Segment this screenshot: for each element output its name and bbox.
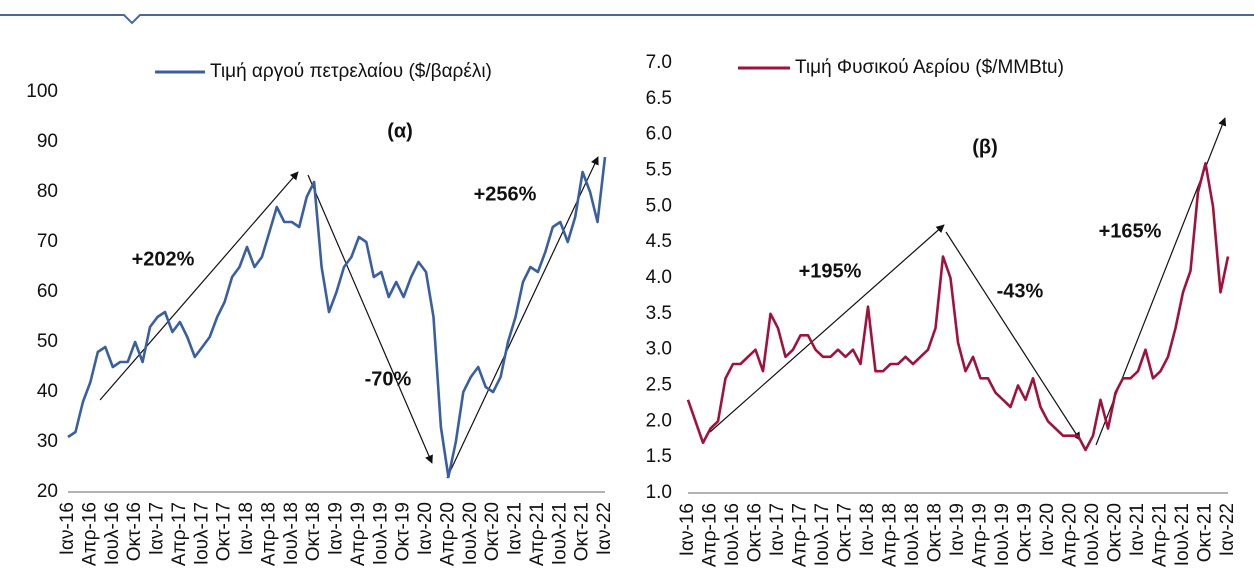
x-tick-label: Ιουλ-18 — [902, 503, 923, 566]
x-tick-label: Απρ-16 — [79, 502, 100, 566]
x-tick-label: Οκτ-21 — [1195, 503, 1216, 562]
x-tick-label: Ιαν-16 — [677, 503, 698, 556]
y-tick-label: 4.0 — [646, 267, 672, 288]
y-tick-label: 5.5 — [646, 160, 672, 181]
x-tick-label: Απρ-20 — [1060, 503, 1081, 567]
x-tick-label: Απρ-18 — [258, 502, 279, 566]
x-tick-label: Οκτ-17 — [214, 502, 235, 561]
x-tick-label: Απρ-16 — [700, 503, 721, 567]
x-tick-label: Ιαν-17 — [767, 503, 788, 556]
x-tick-label: Οκτ-16 — [124, 502, 145, 561]
y-tick-label: 90 — [37, 131, 58, 152]
x-tick-label: Ιαν-20 — [415, 502, 436, 555]
y-tick-label: 100 — [26, 81, 58, 102]
x-tick-label: Ιαν-22 — [594, 502, 615, 555]
x-tick-label: Ιουλ-19 — [370, 502, 391, 565]
x-tick-label: Ιουλ-16 — [102, 502, 123, 565]
x-tick-label: Απρ-20 — [437, 502, 458, 566]
y-tick-label: 6.5 — [646, 88, 672, 109]
x-tick-label: Ιουλ-16 — [722, 503, 743, 566]
y-tick-label: 4.5 — [646, 231, 672, 252]
x-tick-label: Ιουλ-21 — [1172, 503, 1193, 566]
x-tick-label: Απρ-19 — [970, 503, 991, 567]
x-tick-label: Απρ-21 — [1150, 503, 1171, 567]
arrow — [945, 231, 1081, 441]
x-tick-label: Απρ-19 — [348, 502, 369, 566]
y-tick-label: 50 — [37, 331, 58, 352]
x-tick-label: Οκτ-19 — [1015, 503, 1036, 562]
y-tick-label: 60 — [37, 281, 58, 302]
y-tick-label: 70 — [37, 231, 58, 252]
annotation: +256% — [474, 183, 537, 205]
x-tick-label: Οκτ-20 — [482, 502, 503, 561]
x-tick-label: Ιουλ-17 — [191, 502, 212, 565]
x-tick-label: Ιουλ-17 — [812, 503, 833, 566]
y-tick-label: 80 — [37, 181, 58, 202]
x-tick-label: Ιαν-20 — [1037, 503, 1058, 556]
x-tick-label: Οκτ-18 — [303, 502, 324, 561]
y-tick-label: 2.5 — [646, 375, 672, 396]
x-tick-label: Οκτ-17 — [835, 503, 856, 562]
x-tick-label: Ιαν-18 — [857, 503, 878, 556]
y-tick-label: 2.0 — [646, 410, 672, 431]
y-tick-label: 1.0 — [646, 482, 672, 503]
x-tick-label: Ιαν-21 — [1127, 503, 1148, 556]
x-tick-label: Ιουλ-19 — [992, 503, 1013, 566]
x-tick-label: Ιαν-18 — [236, 502, 257, 555]
annotation: +202% — [132, 248, 195, 270]
header-rule — [0, 14, 1254, 25]
arrow — [709, 224, 945, 433]
x-tick-label: Ιουλ-20 — [460, 502, 481, 565]
legend-label: Τιμή αργού πετρελαίου ($/βαρέλι) — [210, 61, 492, 82]
x-tick-label: Οκτ-16 — [745, 503, 766, 562]
x-tick-label: Οκτ-20 — [1105, 503, 1126, 562]
annotation: -70% — [365, 368, 412, 390]
y-tick-label: 5.0 — [646, 195, 672, 216]
y-tick-label: 6.0 — [646, 124, 672, 145]
y-tick-label: 20 — [37, 481, 58, 502]
x-tick-label: Οκτ-18 — [925, 503, 946, 562]
series-line — [67, 156, 607, 479]
y-tick-label: 3.5 — [646, 303, 672, 324]
y-tick-label: 1.5 — [646, 446, 672, 467]
x-tick-label: Ιαν-22 — [1217, 503, 1238, 556]
annotation: +165% — [1099, 220, 1162, 242]
x-tick-label: Απρ-17 — [790, 503, 811, 567]
y-tick-label: 40 — [37, 381, 58, 402]
x-tick-label: Οκτ-19 — [393, 502, 414, 561]
y-tick-label: 30 — [37, 431, 58, 452]
x-tick-label: Οκτ-21 — [572, 502, 593, 561]
x-tick-label: Ιουλ-20 — [1082, 503, 1103, 566]
annotation: (β) — [972, 136, 998, 158]
arrow — [307, 174, 433, 464]
arrow — [446, 156, 599, 479]
x-tick-label: Απρ-21 — [527, 502, 548, 566]
x-tick-label: Ιαν-19 — [947, 503, 968, 556]
x-tick-label: Απρ-17 — [169, 502, 190, 566]
x-tick-label: Ιουλ-21 — [549, 502, 570, 565]
x-tick-label: Ιαν-19 — [326, 502, 347, 555]
y-tick-label: 7.0 — [646, 52, 672, 73]
x-tick-label: Ιουλ-18 — [281, 502, 302, 565]
arrow — [99, 171, 299, 401]
x-tick-label: Ιαν-16 — [57, 502, 78, 555]
legend-label: Τιμή Φυσικού Αερίου ($/MMBtu) — [795, 57, 1064, 78]
x-tick-label: Απρ-18 — [880, 503, 901, 567]
series-line — [686, 162, 1230, 452]
y-tick-label: 3.0 — [646, 339, 672, 360]
x-tick-label: Ιαν-17 — [147, 502, 168, 555]
annotation: -43% — [997, 280, 1044, 302]
annotation: (α) — [387, 120, 413, 142]
annotation: +195% — [799, 260, 862, 282]
x-tick-label: Ιαν-21 — [505, 502, 526, 555]
